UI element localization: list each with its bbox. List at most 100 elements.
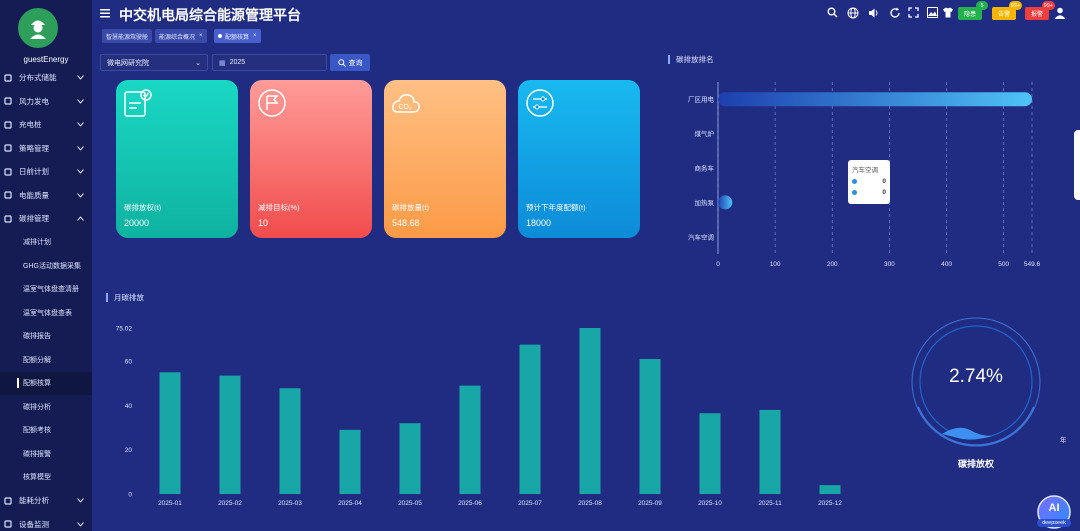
user-avatar-icon — [24, 14, 52, 42]
y-tick-label: 75.02 — [116, 326, 133, 333]
gauge-arc — [916, 406, 1036, 447]
x-tick-label: 2025-10 — [698, 500, 722, 507]
avatar[interactable] — [18, 8, 58, 48]
x-tick-label: 2025-07 — [518, 500, 542, 507]
sidebar-item-11[interactable]: 碳排报告 — [0, 325, 92, 349]
ai-assistant-button[interactable]: AI deepseek — [1035, 495, 1073, 529]
plan-icon — [3, 167, 13, 177]
sidebar-item-label: 碳排报告 — [23, 333, 51, 341]
y-tick-label: 40 — [125, 403, 133, 410]
sidebar-item-8[interactable]: GHG活动数据采集 — [0, 254, 92, 278]
org-select[interactable]: 微电网研究院 ⌄ — [100, 54, 208, 71]
ranking-title: 碳排放排名 — [668, 55, 714, 64]
close-icon[interactable]: × — [199, 33, 203, 39]
sidebar-item-15[interactable]: 配额考核 — [0, 419, 92, 443]
tooltip-value: 0 — [882, 178, 886, 185]
sidebar-item-14[interactable]: 碳排分析 — [0, 395, 92, 419]
sidebar-item-label: 电能质量 — [19, 190, 49, 200]
kpi-card-3[interactable]: 预计下年度配额(t) 18000 — [518, 80, 640, 238]
active-dot-icon — [218, 34, 222, 38]
header: 中交机电局综合能源管理平台 智慧能源驾驶舱 能源综合概况 × 配额核算 × 隐患 5… — [92, 0, 1080, 46]
sidebar-item-label: 配额考核 — [23, 427, 51, 435]
kpi-value: 10 — [258, 218, 269, 228]
volume-icon[interactable] — [867, 6, 880, 19]
menu-toggle-icon[interactable] — [100, 8, 110, 18]
kpi-card-1[interactable]: 减排目标(%) 10 — [250, 80, 372, 238]
sidebar-item-4[interactable]: 日前计划 — [0, 160, 92, 184]
image-icon[interactable] — [926, 6, 939, 19]
globe-icon[interactable] — [846, 6, 859, 19]
sidebar-item-18[interactable]: 能耗分析 — [0, 489, 92, 513]
kpi-label: 碳排放权(t) — [124, 203, 162, 212]
sidebar-item-19[interactable]: 设备监测 — [0, 513, 92, 531]
x-tick-label: 549.6 — [1024, 261, 1041, 268]
x-tick-label: 2025-12 — [818, 500, 842, 507]
series-dot-icon — [852, 190, 857, 195]
sidebar-item-label: 风力发电 — [19, 96, 49, 106]
sidebar-item-2[interactable]: 充电桩 — [0, 113, 92, 137]
kpi-card-0[interactable]: 碳排放权(t) 20000 — [116, 80, 238, 238]
sidebar-item-5[interactable]: 电能质量 — [0, 184, 92, 208]
month-bar — [579, 328, 601, 494]
year-picker[interactable]: ▦ 2025 — [212, 54, 327, 71]
sidebar-item-label: 日前计划 — [19, 167, 49, 177]
month-bar — [339, 429, 361, 494]
sidebar-item-9[interactable]: 温室气体盘查清册 — [0, 278, 92, 302]
sidebar-item-1[interactable]: 风力发电 — [0, 90, 92, 114]
search-icon[interactable] — [826, 6, 839, 19]
refresh-icon[interactable] — [888, 6, 901, 19]
search-icon — [337, 58, 346, 67]
x-tick-label: 2025-09 — [638, 500, 662, 507]
edge-handle[interactable] — [1074, 130, 1080, 200]
app-title: 中交机电局综合能源管理平台 — [119, 7, 301, 23]
tab-cockpit[interactable]: 智慧能源驾驶舱 — [102, 29, 153, 43]
sidebar-item-16[interactable]: 碳排报警 — [0, 442, 92, 466]
kpi-label: 预计下年度配额(t) — [526, 203, 586, 212]
sidebar-item-label: 减排计划 — [23, 239, 51, 247]
carbon-icon — [3, 214, 13, 224]
month-bar — [219, 375, 241, 494]
query-button[interactable]: 查询 — [330, 54, 370, 71]
alarm-button[interactable]: 报警 99+ — [1025, 1, 1055, 20]
gauge-label: 碳排放权 — [957, 459, 994, 469]
sidebar-item-label: 分布式储能 — [19, 73, 57, 83]
series-dot-icon — [852, 179, 857, 184]
kpi-card-2[interactable]: CO₂ 碳排放量(t) 548.68 — [384, 80, 506, 238]
sidebar-item-0[interactable]: 分布式储能 — [0, 66, 92, 90]
sidebar-item-label: 核算模型 — [23, 474, 51, 482]
sidebar-item-3[interactable]: 策略管理 — [0, 137, 92, 161]
warning-button[interactable]: 告警 99+ — [992, 1, 1022, 20]
user-icon[interactable] — [1053, 6, 1066, 19]
sidebar-item-label: 能耗分析 — [19, 496, 49, 506]
month-bar — [759, 409, 781, 494]
sidebar-item-12[interactable]: 配额分解 — [0, 348, 92, 372]
close-icon[interactable]: × — [253, 33, 257, 39]
x-tick-label: 500 — [998, 261, 1009, 268]
sidebar-item-6[interactable]: 碳排管理 — [0, 207, 92, 231]
hazard-badge: 5 — [976, 1, 988, 10]
sidebar-item-label: 温室气体盘查清册 — [23, 286, 79, 294]
ranking-bar — [718, 92, 1032, 107]
tab-quota-accounting[interactable]: 配额核算 × — [214, 29, 261, 43]
chevron-down-icon — [77, 144, 84, 153]
chevron-down-icon — [77, 73, 84, 82]
alarm-badge: 99+ — [1041, 1, 1055, 10]
co2-cloud-icon: CO₂ — [391, 88, 421, 118]
hazard-button[interactable]: 隐患 5 — [958, 1, 988, 20]
sidebar-item-13[interactable]: 配额核算 — [0, 371, 92, 395]
charger-icon — [3, 120, 13, 130]
sidebar-item-17[interactable]: 核算模型 — [0, 466, 92, 490]
x-tick-label: 400 — [941, 261, 952, 268]
fullscreen-icon[interactable] — [907, 6, 920, 19]
sidebar-item-10[interactable]: 温室气体盘查表 — [0, 301, 92, 325]
sidebar-item-7[interactable]: 减排计划 — [0, 231, 92, 255]
x-tick-label: 2025-04 — [338, 500, 362, 507]
x-tick-label: 300 — [884, 261, 895, 268]
month-bar — [159, 372, 181, 494]
ranking-bar — [718, 195, 733, 210]
shirt-icon[interactable] — [941, 6, 954, 19]
sidebar-item-label: 设备监测 — [19, 519, 49, 529]
category-label: 煤气炉 — [695, 129, 715, 138]
tab-overview[interactable]: 能源综合概况 × — [155, 29, 207, 43]
